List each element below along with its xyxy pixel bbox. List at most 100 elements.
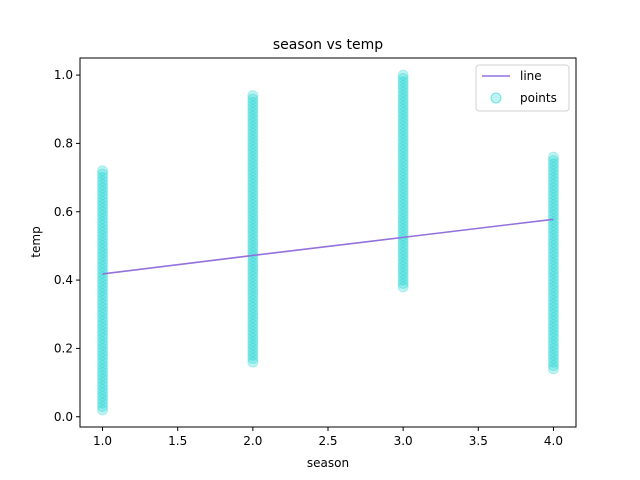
scatter-point [97,281,109,293]
scatter-point [247,175,259,187]
scatter-point [547,206,559,218]
scatter-point [247,267,259,279]
scatter-point [97,175,109,187]
scatter-point [547,363,559,375]
scatter-point [247,110,259,122]
scatter-point [247,295,259,307]
scatter-point [397,124,409,136]
scatter-point [97,370,109,382]
scatter-point [547,322,559,334]
scatter-point [247,103,259,115]
scatter-point [547,346,559,358]
scatter-point [247,148,259,160]
regression-line-layer [102,218,554,275]
scatter-point [547,339,559,351]
x-axis-ticks: 1.0 1.5 2.0 2.5 3.0 3.5 4.0 [93,427,563,448]
scatter-point [247,151,259,163]
scatter-point [97,172,109,184]
scatter-point [397,267,409,279]
scatter-point [97,301,109,313]
scatter-point [247,254,259,266]
scatter-point [397,76,409,88]
scatter-point [547,219,559,231]
y-axis-ticks: 0.0 0.2 0.4 0.6 0.8 1.0 [54,68,80,424]
scatter-point [547,189,559,201]
scatter-point [547,250,559,262]
scatter-point [397,172,409,184]
scatter-point [247,90,259,102]
scatter-point [547,284,559,296]
scatter-point [97,168,109,180]
scatter-point [97,336,109,348]
scatter-point [247,308,259,320]
scatter-point [397,216,409,228]
scatter-point [397,240,409,252]
scatter-point [97,230,109,242]
x-axis-label: season [307,456,349,470]
scatter-point [547,172,559,184]
scatter-point [247,237,259,248]
scatter-point [97,360,109,371]
scatter-point [547,332,559,344]
scatter-point [397,223,409,235]
scatter-point [97,329,109,341]
scatter-point [547,298,559,310]
scatter-point [397,178,409,190]
scatter-point [247,124,259,136]
scatter-point [97,373,109,385]
scatter-point [397,196,409,207]
scatter-point [547,301,559,313]
scatter-point [97,278,109,289]
scatter-point [397,96,409,108]
scatter-point [247,301,259,313]
scatter-point [97,216,109,228]
scatter-point [397,90,409,102]
scatter-point [97,288,109,300]
x-tick-label: 1.5 [168,434,187,448]
scatter-point [97,165,109,177]
scatter-point [547,288,559,300]
scatter-point [247,332,259,344]
scatter-point [247,216,259,228]
scatter-point [97,377,109,389]
x-tick-label: 2.0 [243,434,262,448]
scatter-point [397,127,409,139]
legend-points-label: points [520,91,557,105]
x-tick-label: 4.0 [544,434,563,448]
scatter-point [97,401,109,412]
x-tick-label: 1.0 [93,434,112,448]
scatter-point [397,148,409,160]
scatter-point [397,192,409,204]
scatter-point [247,161,259,173]
scatter-point [247,281,259,293]
scatter-point [247,274,259,286]
scatter-point [547,260,559,272]
legend: line points [475,64,570,112]
legend-line-label: line [520,69,542,83]
scatter-point [397,93,409,105]
scatter-point [97,397,109,409]
scatter-point [247,305,259,317]
scatter-point [397,281,409,293]
scatter-point [397,73,409,84]
scatter-point [97,363,109,375]
y-axis-label: temp [29,226,43,257]
scatter-point [97,233,109,245]
scatter-point [247,339,259,351]
scatter-point [547,254,559,266]
scatter-point [247,96,259,108]
scatter-point [397,86,409,98]
scatter-point [97,206,109,218]
scatter-point [547,247,559,259]
scatter-point [97,185,109,197]
scatter-point [547,336,559,348]
scatter-point [247,319,259,330]
scatter-point [247,168,259,180]
scatter-point [247,155,259,166]
scatter-point [397,209,409,221]
scatter-point [547,312,559,324]
scatter-point [397,206,409,218]
scatter-point [247,120,259,132]
scatter-point [247,312,259,324]
scatter-point [547,308,559,320]
